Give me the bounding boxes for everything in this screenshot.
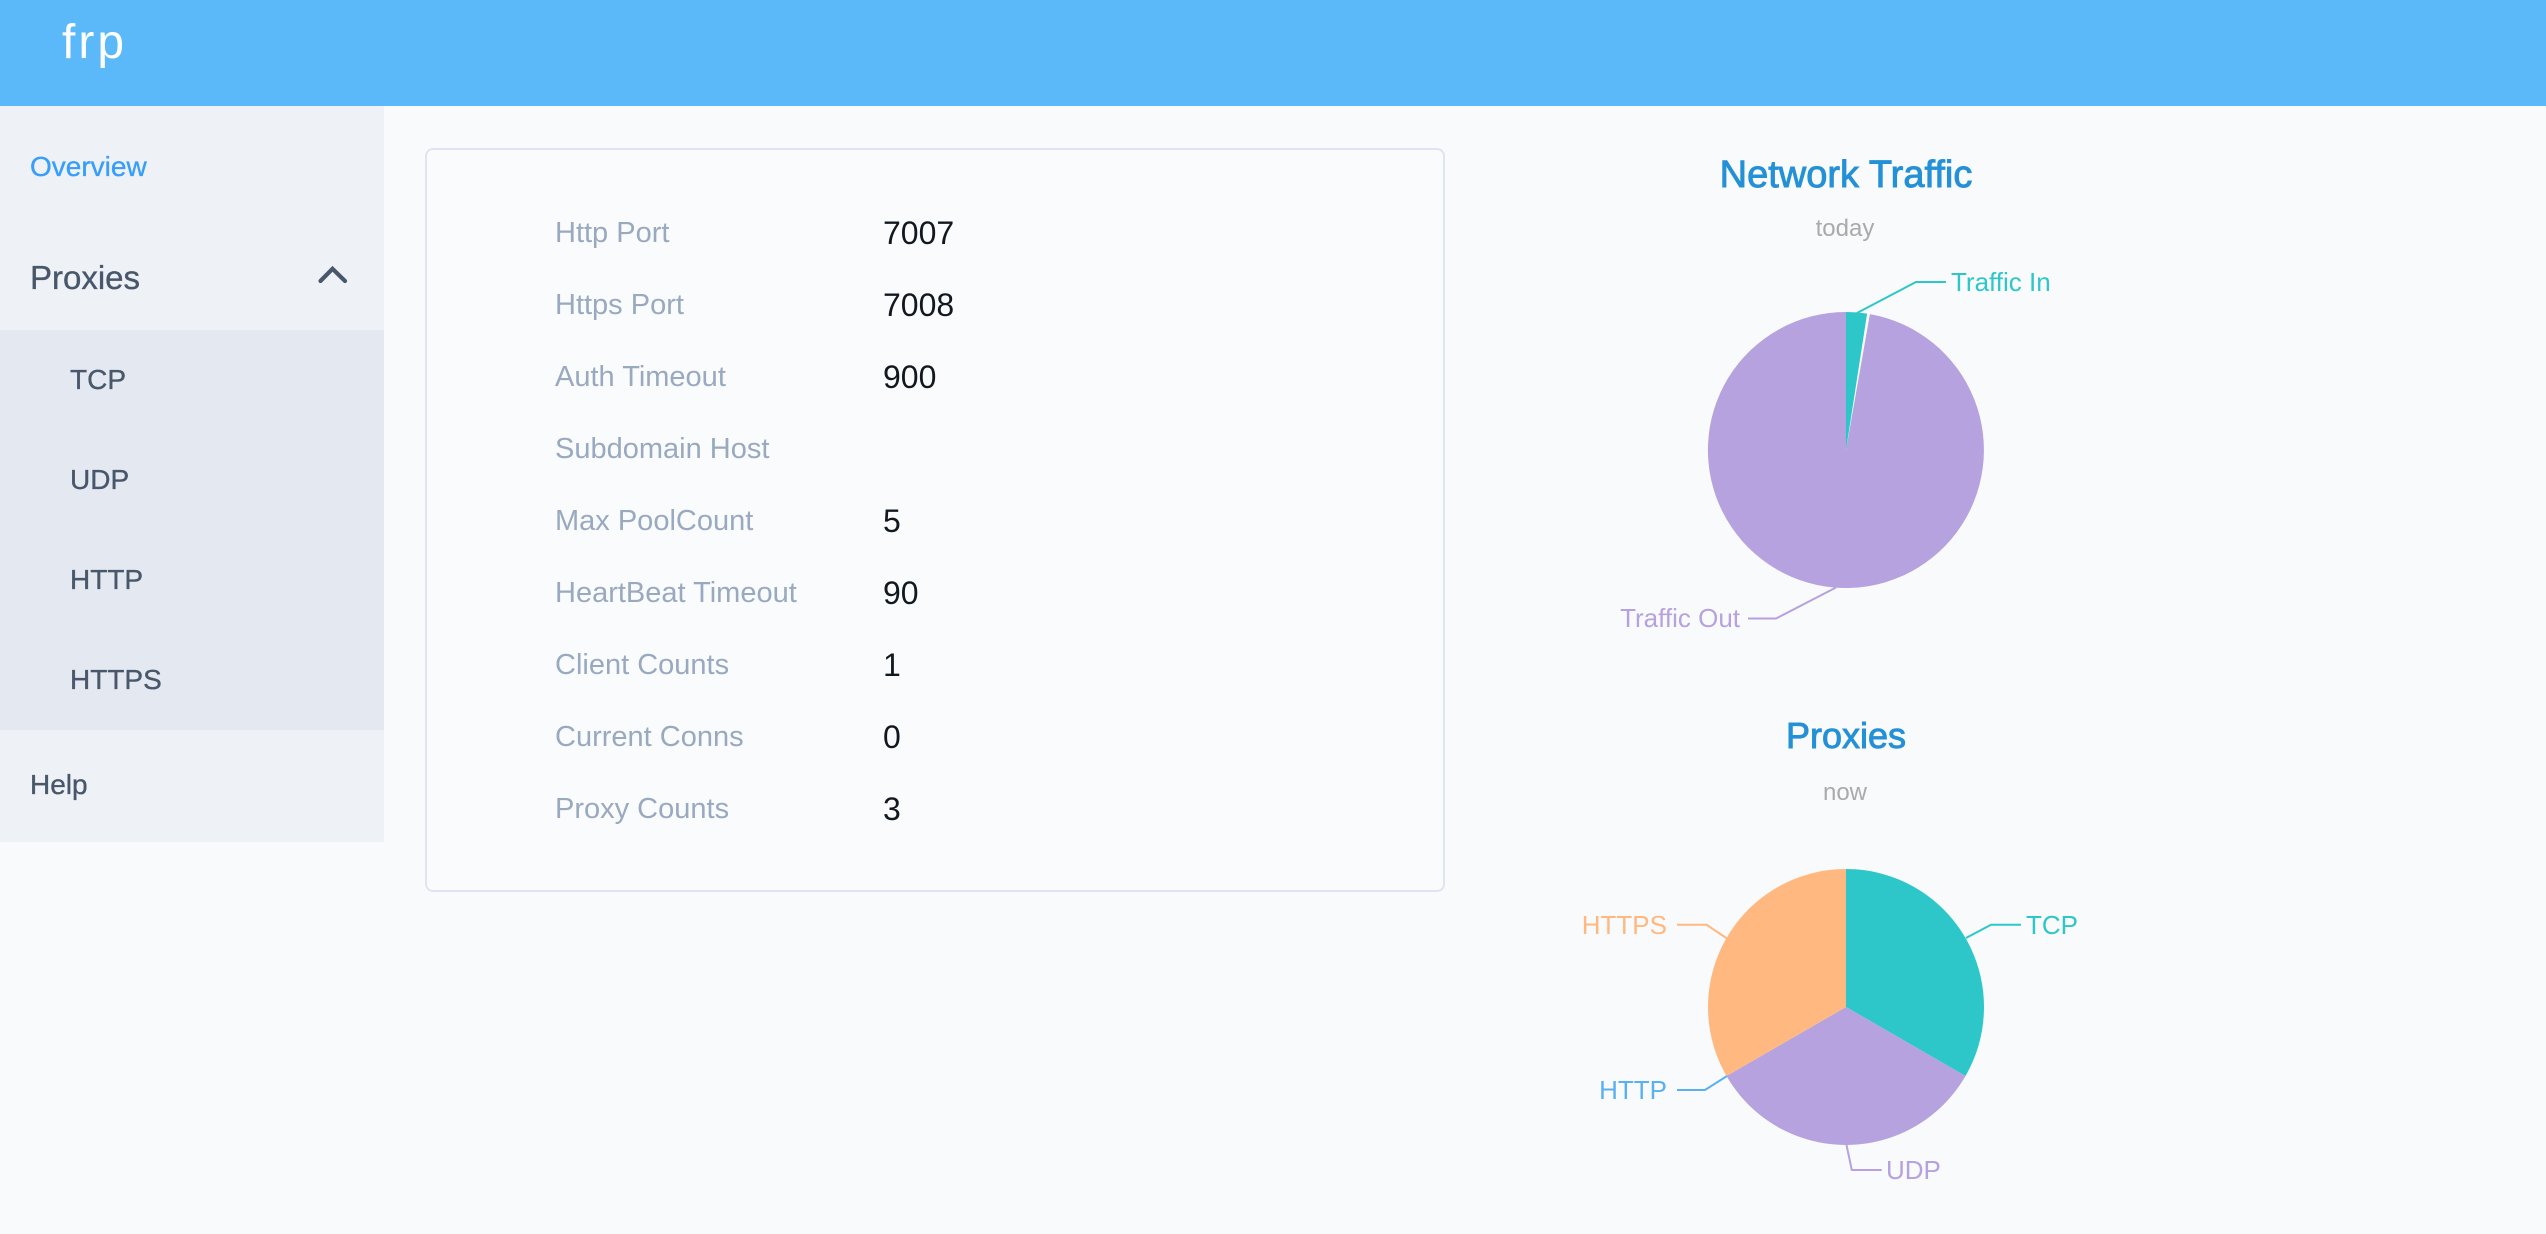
svg-text:Traffic Out: Traffic Out — [1620, 603, 1741, 633]
svg-text:Traffic In: Traffic In — [1951, 267, 2051, 297]
svg-text:Proxies: Proxies — [1786, 715, 1906, 756]
svg-text:TCP: TCP — [2026, 910, 2078, 940]
svg-text:today: today — [1816, 215, 1875, 242]
svg-text:HTTP: HTTP — [1599, 1075, 1667, 1105]
svg-text:UDP: UDP — [1886, 1155, 1941, 1185]
svg-text:Network Traffic: Network Traffic — [1720, 154, 1973, 196]
svg-text:now: now — [1823, 779, 1868, 806]
svg-text:HTTPS: HTTPS — [1582, 910, 1667, 940]
